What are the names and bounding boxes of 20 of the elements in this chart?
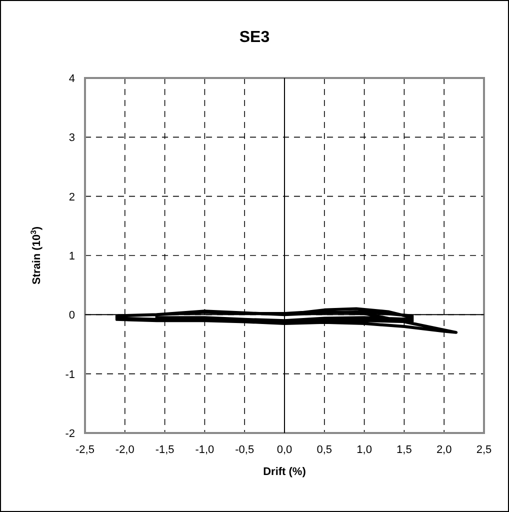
x-tick-label: -0,5: [235, 444, 254, 456]
x-tick-label: 2,0: [436, 444, 452, 456]
x-tick-label: 2,5: [476, 444, 492, 456]
y-tick-label: 2: [68, 191, 75, 204]
y-tick-label: -1: [65, 368, 75, 381]
x-axis-title: Drift (%): [263, 466, 306, 478]
x-tick-label: 1,0: [356, 444, 372, 456]
x-tick-label: -2,0: [115, 444, 134, 456]
x-tick-label: -1,0: [195, 444, 214, 456]
chart-title: SE3: [239, 29, 270, 46]
y-tick-label: 3: [68, 132, 75, 144]
y-tick-label: 1: [68, 250, 75, 262]
x-tick-label: 1,5: [396, 444, 412, 456]
y-tick-label: -2: [65, 428, 75, 440]
x-tick-label: -2,5: [76, 444, 94, 456]
x-tick-label: 0,5: [316, 444, 332, 456]
x-tick-label: -1,5: [155, 444, 174, 456]
y-tick-label: 0: [68, 310, 75, 322]
y-tick-label: 4: [68, 73, 75, 85]
x-tick-label: 0,0: [276, 444, 292, 456]
